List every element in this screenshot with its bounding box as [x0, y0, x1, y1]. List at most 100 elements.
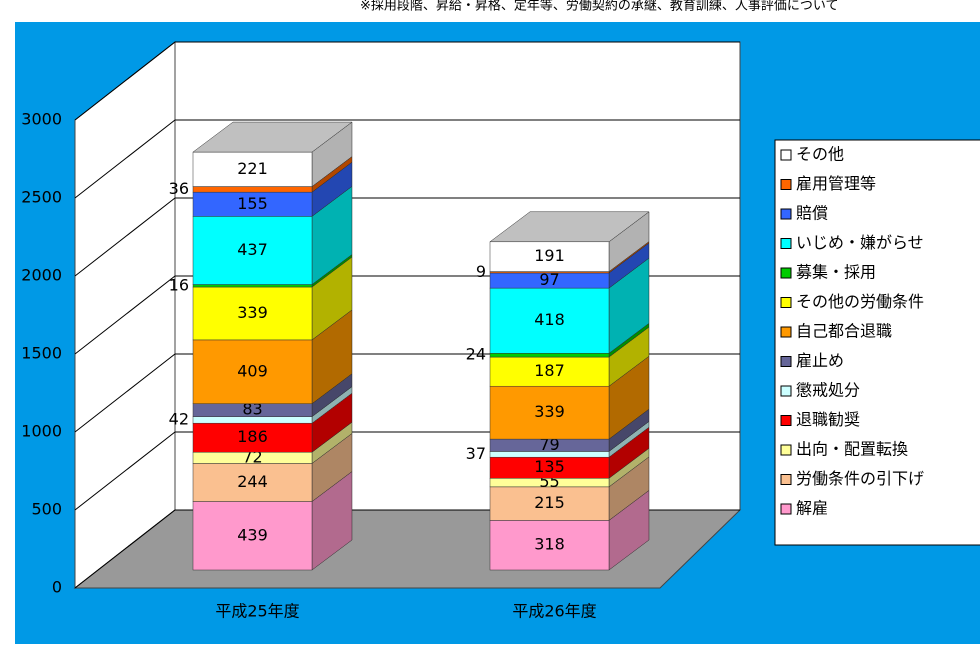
legend-label: 出向・配置転換: [796, 440, 908, 459]
bar-side-shade: [609, 356, 649, 440]
bar-side-shade: [609, 427, 649, 479]
bar: [192, 501, 313, 571]
data-label: 37: [466, 444, 486, 463]
grid-line: [74, 41, 740, 121]
bar: [192, 339, 313, 404]
bar: [192, 151, 313, 187]
bar: [489, 486, 610, 521]
y-tick-label: 2000: [21, 266, 62, 285]
data-label: 186: [237, 427, 268, 446]
data-label: 409: [237, 361, 268, 380]
legend-marker: [780, 444, 792, 456]
legend-label: その他: [796, 145, 844, 164]
bar-side-shade: [312, 162, 352, 217]
legend-marker: [780, 503, 792, 515]
legend-label: 募集・採用: [796, 263, 876, 282]
data-label: 16: [169, 275, 189, 294]
bar-side-shade: [312, 393, 352, 453]
legend-label: 労働条件の引下げ: [796, 469, 924, 488]
y-tick-label: 500: [31, 500, 62, 519]
data-label: 437: [237, 240, 268, 259]
data-label: 215: [534, 493, 565, 512]
bar-side-shade: [609, 409, 649, 452]
bar: [192, 463, 313, 502]
bar: [192, 286, 313, 341]
y-tick-label: 1500: [21, 344, 62, 363]
bar-side-shade: [312, 373, 352, 417]
bar-side-shade: [312, 309, 352, 404]
legend: [774, 139, 980, 546]
legend-marker: [780, 356, 792, 367]
data-label: 135: [534, 457, 565, 476]
bar-side-shade: [609, 211, 649, 272]
bar: [489, 385, 610, 440]
bar: [489, 356, 610, 387]
bar: [489, 520, 610, 571]
bar-side-shade: [312, 386, 352, 424]
bar-side-shade: [312, 156, 352, 193]
data-label: 339: [534, 402, 565, 421]
legend-marker: [780, 415, 792, 426]
data-label: 36: [169, 179, 189, 198]
bar-side-shade: [609, 242, 649, 289]
data-label: 155: [237, 194, 268, 213]
bar-side-shade: [312, 122, 352, 187]
x-tick-label: 平成25年度: [215, 602, 299, 621]
bar: [489, 353, 610, 358]
legend-marker: [780, 208, 792, 220]
bar: [192, 191, 313, 217]
data-label: 221: [237, 159, 268, 178]
data-label: 83: [242, 400, 262, 419]
data-label: 24: [466, 345, 486, 364]
legend-label: 解雇: [796, 499, 828, 518]
bar: [192, 422, 313, 453]
data-label: 191: [534, 246, 565, 265]
bar-side-shade: [312, 433, 352, 502]
legend-label: いじめ・嫌がらせ: [796, 233, 924, 252]
bar: [192, 216, 313, 285]
bar-top: [489, 211, 650, 243]
grid-line: [74, 197, 740, 277]
legend-label: 自己都合退職: [796, 322, 892, 341]
grid-line: [74, 119, 740, 199]
bar: [192, 186, 313, 193]
bar-side-shade: [609, 323, 649, 358]
bar-side-shade: [312, 422, 352, 464]
data-label: 339: [237, 303, 268, 322]
y-tick-label: 3000: [21, 110, 62, 129]
data-label: 418: [534, 310, 565, 329]
bar-side-shade: [609, 456, 649, 521]
bar-side-shade: [312, 471, 352, 570]
data-label: 244: [237, 472, 268, 491]
bar-side-shade: [609, 327, 649, 387]
legend-label: 退職勧奨: [796, 410, 860, 429]
legend-marker: [780, 149, 792, 161]
data-label: 9: [476, 262, 486, 281]
bar-side-shade: [609, 448, 649, 487]
y-tick-label: 2500: [21, 188, 62, 207]
legend-marker: [780, 297, 792, 308]
legend-marker: [780, 238, 792, 249]
data-label: 439: [237, 525, 268, 544]
legend-label: 懲戒処分: [796, 381, 860, 400]
legend-marker: [780, 179, 792, 190]
legend-label: 雇用管理等: [796, 174, 876, 193]
bar-side-shade: [609, 490, 649, 570]
bar-side-shade: [609, 241, 649, 273]
data-label: 79: [539, 435, 559, 454]
legend-marker: [780, 326, 792, 338]
bar: [489, 241, 610, 272]
legend-label: 雇止め: [796, 351, 844, 370]
bar: [489, 287, 610, 354]
legend-marker: [780, 267, 792, 279]
data-label: 318: [534, 535, 565, 554]
data-label: 97: [539, 270, 559, 289]
bar-side-shade: [312, 257, 352, 340]
bar-side-shade: [609, 421, 649, 458]
y-tick-label: 1000: [21, 422, 62, 441]
bar-side-shade: [312, 186, 352, 285]
data-label: 42: [169, 409, 189, 428]
legend-marker: [780, 474, 792, 485]
legend-label: その他の労働条件: [796, 292, 924, 311]
